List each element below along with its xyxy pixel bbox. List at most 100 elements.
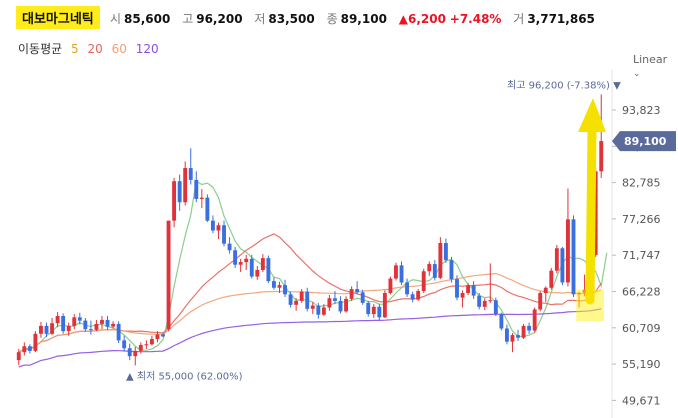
y-tick-label: 71,747 bbox=[622, 249, 661, 262]
ma-5-label[interactable]: 5 bbox=[71, 42, 79, 56]
close-label: 종 bbox=[326, 12, 338, 26]
candle-body bbox=[593, 171, 598, 255]
candle-body bbox=[538, 292, 543, 310]
candle-body bbox=[194, 179, 199, 199]
y-tick-label: 60,709 bbox=[622, 322, 661, 335]
candle-body bbox=[299, 291, 304, 301]
candle-body bbox=[488, 300, 493, 302]
candle-body bbox=[233, 250, 238, 265]
ma-120-line bbox=[18, 308, 602, 368]
candle-body bbox=[360, 292, 365, 303]
candle-body bbox=[77, 317, 82, 321]
ma-20-label[interactable]: 20 bbox=[87, 42, 103, 56]
ma-60-line bbox=[18, 272, 602, 353]
candle-body bbox=[255, 269, 260, 277]
candle-body bbox=[477, 295, 482, 307]
candle-body bbox=[44, 325, 49, 334]
candle-body bbox=[294, 300, 299, 305]
candle-body bbox=[471, 285, 476, 296]
candle-body bbox=[210, 220, 215, 231]
current-price-label: 89,100 bbox=[624, 135, 667, 148]
candle-body bbox=[466, 285, 471, 293]
change-amount: ▲6,200 bbox=[398, 12, 446, 26]
candle-body bbox=[432, 264, 437, 278]
candle-body bbox=[88, 329, 93, 331]
candle-body bbox=[349, 289, 354, 299]
candle-body bbox=[227, 243, 232, 251]
candle-body bbox=[105, 319, 110, 327]
candle-body bbox=[388, 278, 393, 293]
volume-value: 3,771,865 bbox=[527, 12, 595, 26]
candle-body bbox=[83, 320, 88, 330]
candle-body bbox=[216, 225, 221, 231]
candle-body bbox=[188, 168, 193, 180]
candle-body bbox=[161, 334, 165, 337]
candle-body bbox=[338, 300, 343, 312]
stock-name[interactable]: 대보마그네틱 bbox=[16, 6, 100, 29]
candle-body bbox=[455, 279, 459, 298]
candle-body bbox=[260, 258, 265, 270]
moving-average-legend[interactable]: 이동평균 5 20 60 120 bbox=[18, 40, 159, 57]
candle-body bbox=[199, 197, 204, 199]
candle-body bbox=[327, 298, 332, 308]
candle-body bbox=[166, 220, 171, 330]
candle-body bbox=[560, 248, 565, 283]
candle-body bbox=[421, 271, 426, 292]
scale-mode-dropdown[interactable]: Linear ⌄ bbox=[633, 53, 678, 79]
candle-body bbox=[438, 243, 443, 278]
candle-body bbox=[554, 248, 559, 271]
candle-body bbox=[382, 292, 387, 318]
candle-body bbox=[55, 316, 60, 324]
stock-header: 대보마그네틱 시 85,600 고 96,200 저 83,500 종 89,100 ▲… bbox=[0, 0, 678, 36]
candle-body bbox=[277, 285, 282, 288]
candle-body bbox=[321, 307, 326, 315]
candle-body bbox=[16, 352, 21, 361]
candle-body bbox=[238, 262, 243, 265]
candle-body bbox=[449, 260, 454, 280]
candle-body bbox=[222, 225, 226, 244]
candle-body bbox=[72, 317, 77, 326]
candle-body bbox=[355, 289, 360, 293]
candle-body bbox=[50, 323, 54, 334]
arrow-shaft bbox=[585, 125, 597, 305]
candle-body bbox=[205, 197, 210, 221]
candle-body bbox=[94, 323, 99, 330]
candle-body bbox=[504, 328, 509, 342]
candle-body bbox=[100, 319, 104, 324]
candle-body bbox=[443, 243, 448, 261]
candle-body bbox=[177, 181, 182, 203]
candle-body bbox=[144, 344, 149, 346]
candle-body bbox=[549, 270, 554, 288]
candle-body bbox=[416, 291, 421, 300]
candle-body bbox=[516, 335, 520, 338]
arrow-head bbox=[578, 98, 606, 132]
candle-body bbox=[510, 335, 515, 342]
candle-body bbox=[22, 346, 27, 353]
candle-body bbox=[111, 323, 116, 327]
ma-60-label[interactable]: 60 bbox=[111, 42, 127, 56]
candle-body bbox=[27, 346, 32, 351]
candle-body bbox=[133, 350, 138, 357]
candle-body bbox=[527, 325, 532, 331]
candle-body bbox=[410, 294, 415, 300]
candle-body bbox=[288, 294, 293, 305]
candle-body bbox=[305, 291, 310, 309]
candle-body bbox=[172, 181, 177, 221]
low-price: 83,500 bbox=[268, 12, 315, 26]
candle-body bbox=[183, 168, 188, 203]
candle-body bbox=[149, 339, 154, 345]
candle-body bbox=[394, 265, 398, 279]
scale-mode-label: Linear bbox=[633, 53, 668, 66]
min-price-annotation: ▲ 최저 55,000 (62.00%) bbox=[126, 370, 243, 382]
y-tick-label: 82,785 bbox=[622, 177, 661, 190]
candle-body bbox=[521, 325, 526, 338]
candle-body bbox=[39, 325, 43, 334]
ma-120-label[interactable]: 120 bbox=[135, 42, 159, 56]
chevron-down-icon: ⌄ bbox=[633, 69, 641, 79]
candle-body bbox=[427, 264, 432, 272]
open-price: 85,600 bbox=[124, 12, 171, 26]
candle-body bbox=[399, 265, 404, 283]
change-percent: +7.48% bbox=[449, 12, 502, 26]
candle-body bbox=[249, 258, 254, 277]
